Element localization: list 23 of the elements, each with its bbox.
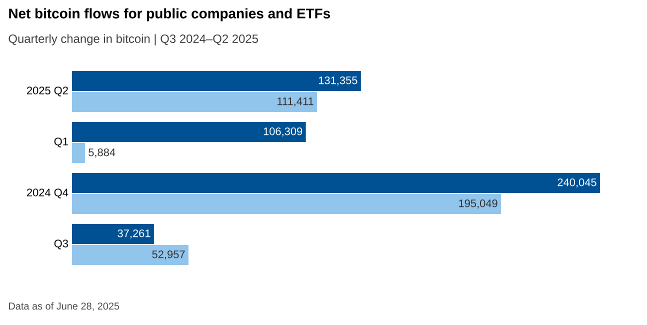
y-tick-label: 2024 Q4 [26, 188, 68, 198]
y-tick-label: Q1 [54, 138, 68, 148]
data-label: 195,049 [459, 199, 498, 209]
bar [72, 122, 306, 142]
text: Data as of June 28, 2025 [9, 302, 120, 311]
data-label: 52,957 [152, 250, 185, 260]
bar [72, 172, 600, 193]
chart-subtitle: Quarterly change in bitcoin | Q3 2024–Q2 2025 [8, 34, 258, 46]
bar [72, 70, 361, 91]
data-label: 37,261 [118, 229, 150, 239]
chart-title: Net bitcoin flows for public companies and ETFs [9, 8, 330, 22]
y-tick-label: Q3 [54, 240, 68, 250]
data-label: 5,884 [88, 148, 116, 158]
data-label: 240,045 [558, 178, 596, 188]
bar [72, 142, 85, 163]
y-tick-label: 2025 Q2 [26, 86, 68, 96]
data-label: 106,309 [264, 127, 302, 137]
bar [72, 224, 154, 244]
data-label: 111,411 [278, 98, 314, 106]
data-label: 131,355 [318, 76, 358, 86]
bar [72, 92, 318, 112]
bar [72, 194, 502, 214]
bar [72, 244, 188, 265]
